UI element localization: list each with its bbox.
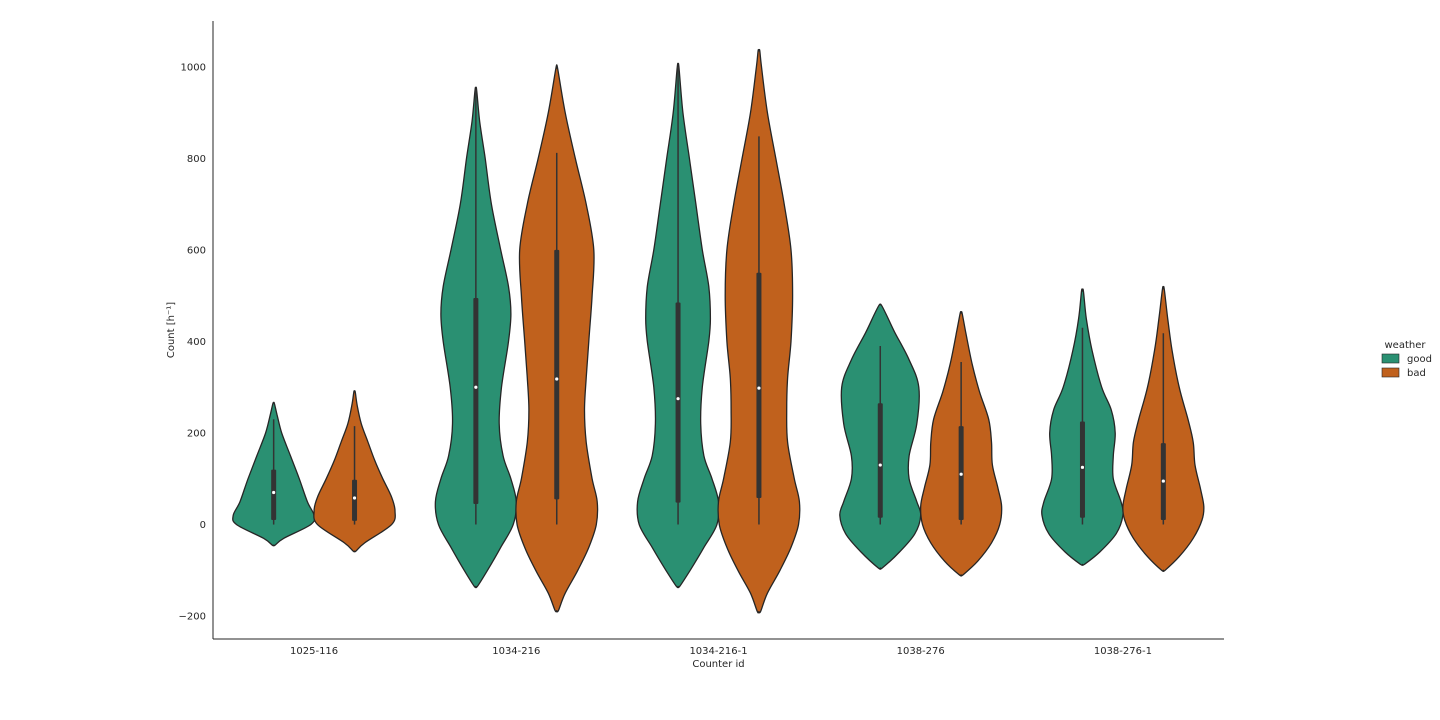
- y-tick-label: 400: [187, 337, 206, 348]
- y-tick-label: 800: [187, 154, 206, 165]
- y-axis-title: Count [h⁻¹]: [166, 302, 177, 358]
- legend-label-good: good: [1407, 354, 1432, 365]
- x-axis-title: Counter id: [692, 659, 744, 670]
- iqr-box-good-1025-116: [271, 469, 277, 520]
- x-tick-label: 1034-216-1: [689, 646, 747, 657]
- x-tick-label: 1038-276: [897, 646, 945, 657]
- median-dot-bad-1038-276-1: [1161, 479, 1165, 483]
- iqr-box-good-1038-276: [877, 403, 883, 518]
- iqr-box-bad-1034-216-1: [756, 272, 762, 499]
- x-tick-label: 1025-116: [290, 646, 338, 657]
- x-tick-label: 1038-276-1: [1094, 646, 1152, 657]
- iqr-box-bad-1034-216: [554, 249, 560, 500]
- median-dot-good-1025-116: [272, 490, 276, 495]
- legend-swatch-good: [1381, 353, 1400, 364]
- median-dot-good-1034-216-1: [676, 397, 680, 401]
- median-dot-bad-1025-116: [352, 496, 357, 500]
- median-dot-good-1038-276: [878, 463, 882, 467]
- legend: weather good bad: [1381, 340, 1432, 379]
- y-tick-label: 600: [187, 245, 206, 256]
- iqr-box-good-1034-216: [473, 297, 479, 504]
- y-axis-ticks: −200 0 200 400 600 800 1000: [179, 62, 206, 622]
- violins-layer: [232, 48, 1205, 614]
- legend-title: weather: [1385, 340, 1427, 351]
- legend-label-bad: bad: [1407, 368, 1426, 379]
- median-dot-good-1038-276-1: [1080, 465, 1085, 469]
- y-tick-label: 0: [200, 520, 206, 531]
- x-axis-ticks: 1025-116 1034-216 1034-216-1 1038-276 1038-2…: [290, 646, 1152, 657]
- iqr-box-bad-1025-116: [352, 479, 358, 521]
- median-dot-bad-1034-216-1: [757, 386, 761, 390]
- median-dot-bad-1034-216: [555, 377, 559, 381]
- iqr-box-good-1034-216-1: [675, 302, 681, 503]
- y-tick-label: −200: [179, 612, 206, 623]
- y-tick-label: 1000: [181, 62, 206, 73]
- x-tick-label: 1034-216: [492, 646, 540, 657]
- legend-swatch-bad: [1381, 367, 1400, 378]
- iqr-box-good-1038-276-1: [1079, 421, 1085, 518]
- y-tick-label: 200: [187, 429, 206, 440]
- median-dot-bad-1038-276: [959, 472, 963, 476]
- legend-items: good bad: [1381, 353, 1432, 379]
- median-dot-good-1034-216: [474, 385, 478, 389]
